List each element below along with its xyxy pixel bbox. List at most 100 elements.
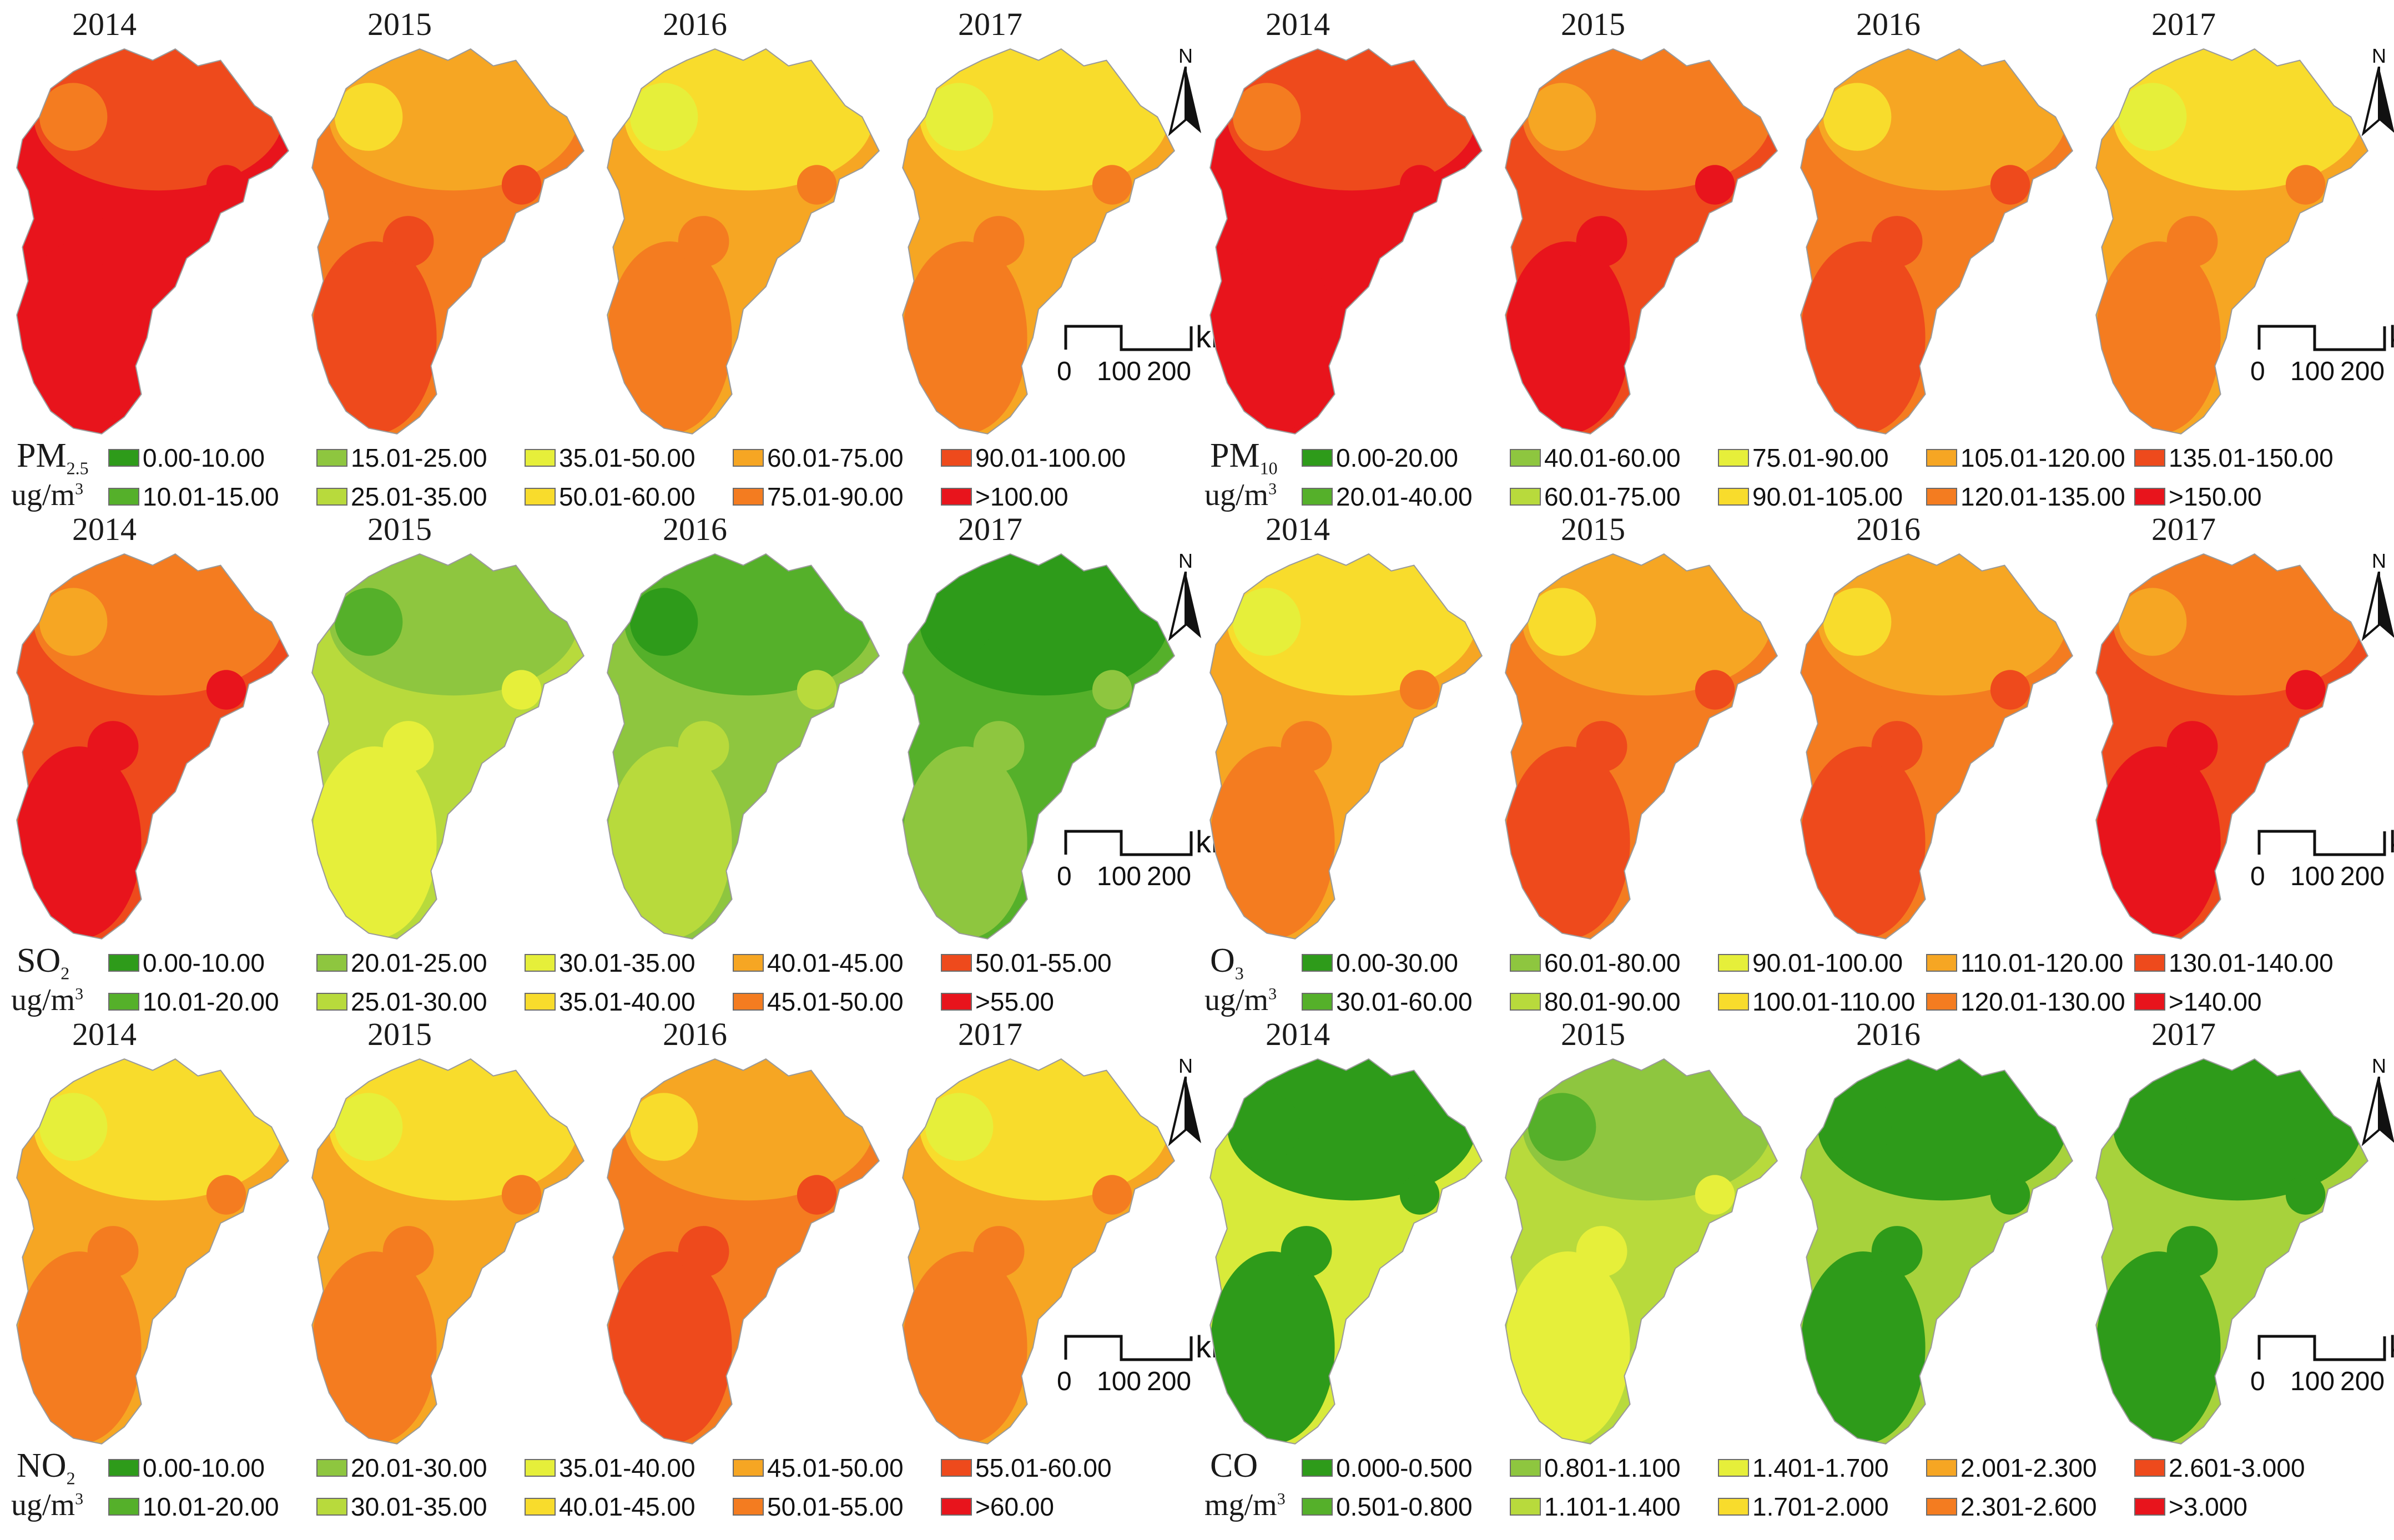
legend-swatch <box>941 1498 972 1516</box>
legend-label: 90.01-100.00 <box>1752 948 1903 977</box>
legend-label: >60.00 <box>975 1492 1054 1521</box>
legend-swatch <box>316 993 347 1011</box>
map-hotspot <box>973 216 1025 267</box>
scale-tick-label: 0 <box>2250 357 2265 386</box>
pollutant-name: PM <box>1210 437 1260 474</box>
legend-label: 10.01-20.00 <box>143 987 279 1016</box>
legend-item: 2.601-3.000 <box>2134 1453 2305 1482</box>
legend-swatch <box>108 488 139 506</box>
pollutant-label: PM10 <box>1210 438 1278 477</box>
province-map-co-2014 <box>1209 1058 1483 1445</box>
map-zone <box>2113 49 2362 191</box>
legend-item: >140.00 <box>2134 987 2262 1016</box>
map-outline <box>16 48 290 435</box>
year-label: 2016 <box>663 511 727 547</box>
legend-item: 30.01-60.00 <box>1302 987 1473 1016</box>
legend-swatch <box>1926 449 1957 467</box>
pollutant-subscript: 10 <box>1259 458 1278 478</box>
province-map-so2-2014 <box>16 553 290 940</box>
map-outline <box>2095 1058 2369 1445</box>
legend-item: 130.01-140.00 <box>2134 948 2333 977</box>
map-zone <box>2113 554 2362 696</box>
map-hotspot <box>630 588 698 656</box>
unit-base: ug/m <box>1204 983 1269 1017</box>
map-zone <box>624 554 874 696</box>
legend-label: 15.01-25.00 <box>351 443 487 472</box>
scale-tick-label: 100 <box>2290 862 2335 891</box>
legend-label: 120.01-135.00 <box>1960 482 2125 511</box>
scale-tick-label: 200 <box>1147 1367 1192 1396</box>
map-hotspot <box>973 721 1025 772</box>
map-hotspot <box>678 216 729 267</box>
unit-label: ug/m3 <box>11 984 83 1016</box>
map-outline <box>902 48 1176 435</box>
legend-label: 90.01-105.00 <box>1752 482 1903 511</box>
province-map-so2-2017 <box>902 553 1176 940</box>
legend-item: 20.01-40.00 <box>1302 482 1473 511</box>
map-hotspot <box>1399 670 1440 710</box>
legend-label: 55.01-60.00 <box>975 1453 1112 1482</box>
scale-tick-label: 0 <box>2250 862 2265 891</box>
map-hotspot <box>87 1226 139 1277</box>
map-hotspot <box>1695 670 1735 710</box>
legend-swatch <box>525 1459 556 1477</box>
map-hotspot <box>2285 165 2326 205</box>
map-hotspot <box>1695 1175 1735 1215</box>
map-hotspot <box>87 216 139 267</box>
legend-item: 75.01-90.00 <box>733 482 904 511</box>
map-hotspot <box>1233 588 1301 656</box>
map-hotspot <box>1528 1093 1596 1161</box>
pollutant-label: SO2 <box>17 943 69 982</box>
map-outline <box>1505 553 1778 940</box>
legend-item: 35.01-50.00 <box>525 443 695 472</box>
map-hotspot <box>1695 165 1735 205</box>
province-map-co-2016 <box>1800 1058 2074 1445</box>
legend-label: 50.01-60.00 <box>559 482 695 511</box>
year-label: 2017 <box>958 6 1022 42</box>
legend-label: 40.01-45.00 <box>767 948 904 977</box>
north-arrow-icon: N <box>2357 44 2394 139</box>
map-zone <box>312 746 437 939</box>
legend-label: 60.01-75.00 <box>767 443 904 472</box>
legend-label: 0.00-10.00 <box>143 948 265 977</box>
legend-item: 50.01-60.00 <box>525 482 695 511</box>
map-hotspot <box>2285 1175 2326 1215</box>
legend-label: 2.301-2.600 <box>1960 1492 2097 1521</box>
legend-swatch <box>1718 449 1749 467</box>
map-hotspot <box>1281 1226 1332 1277</box>
legend-swatch <box>1302 449 1333 467</box>
legend-item: 10.01-20.00 <box>108 1492 279 1521</box>
map-zone <box>903 746 1027 939</box>
legend-item: 25.01-35.00 <box>316 482 487 511</box>
legend-swatch <box>1926 488 1957 506</box>
map-hotspot <box>1399 165 1440 205</box>
legend-label: 1.401-1.700 <box>1752 1453 1889 1482</box>
legend-swatch <box>316 1459 347 1477</box>
year-label: 2017 <box>2151 1016 2216 1052</box>
map-hotspot <box>39 588 108 656</box>
north-letter: N <box>2372 1054 2386 1077</box>
pollutant-label: CO <box>1210 1448 1258 1483</box>
map-hotspot <box>678 721 729 772</box>
unit-superscript: 3 <box>75 984 84 1003</box>
legend-label: 35.01-40.00 <box>559 1453 695 1482</box>
legend-item: 90.01-105.00 <box>1718 482 1903 511</box>
legend-swatch <box>316 488 347 506</box>
legend-swatch <box>108 1459 139 1477</box>
map-hotspot <box>39 1093 108 1161</box>
legend-item: 45.01-50.00 <box>733 987 904 1016</box>
scale-tick-label: 0 <box>1057 357 1072 386</box>
legend-swatch <box>1718 1459 1749 1477</box>
legend-swatch <box>108 993 139 1011</box>
unit-base: mg/m <box>1204 1488 1277 1522</box>
legend-item: 60.01-75.00 <box>1510 482 1681 511</box>
legend-item: 50.01-55.00 <box>941 948 1112 977</box>
legend-item: 80.01-90.00 <box>1510 987 1681 1016</box>
legend-item: 100.01-110.00 <box>1718 987 1915 1016</box>
map-hotspot <box>925 588 994 656</box>
legend-label: 30.01-35.00 <box>559 948 695 977</box>
map-hotspot <box>925 83 994 151</box>
legend-item: 1.101-1.400 <box>1510 1492 1681 1521</box>
legend-swatch <box>525 449 556 467</box>
map-hotspot <box>1528 83 1596 151</box>
